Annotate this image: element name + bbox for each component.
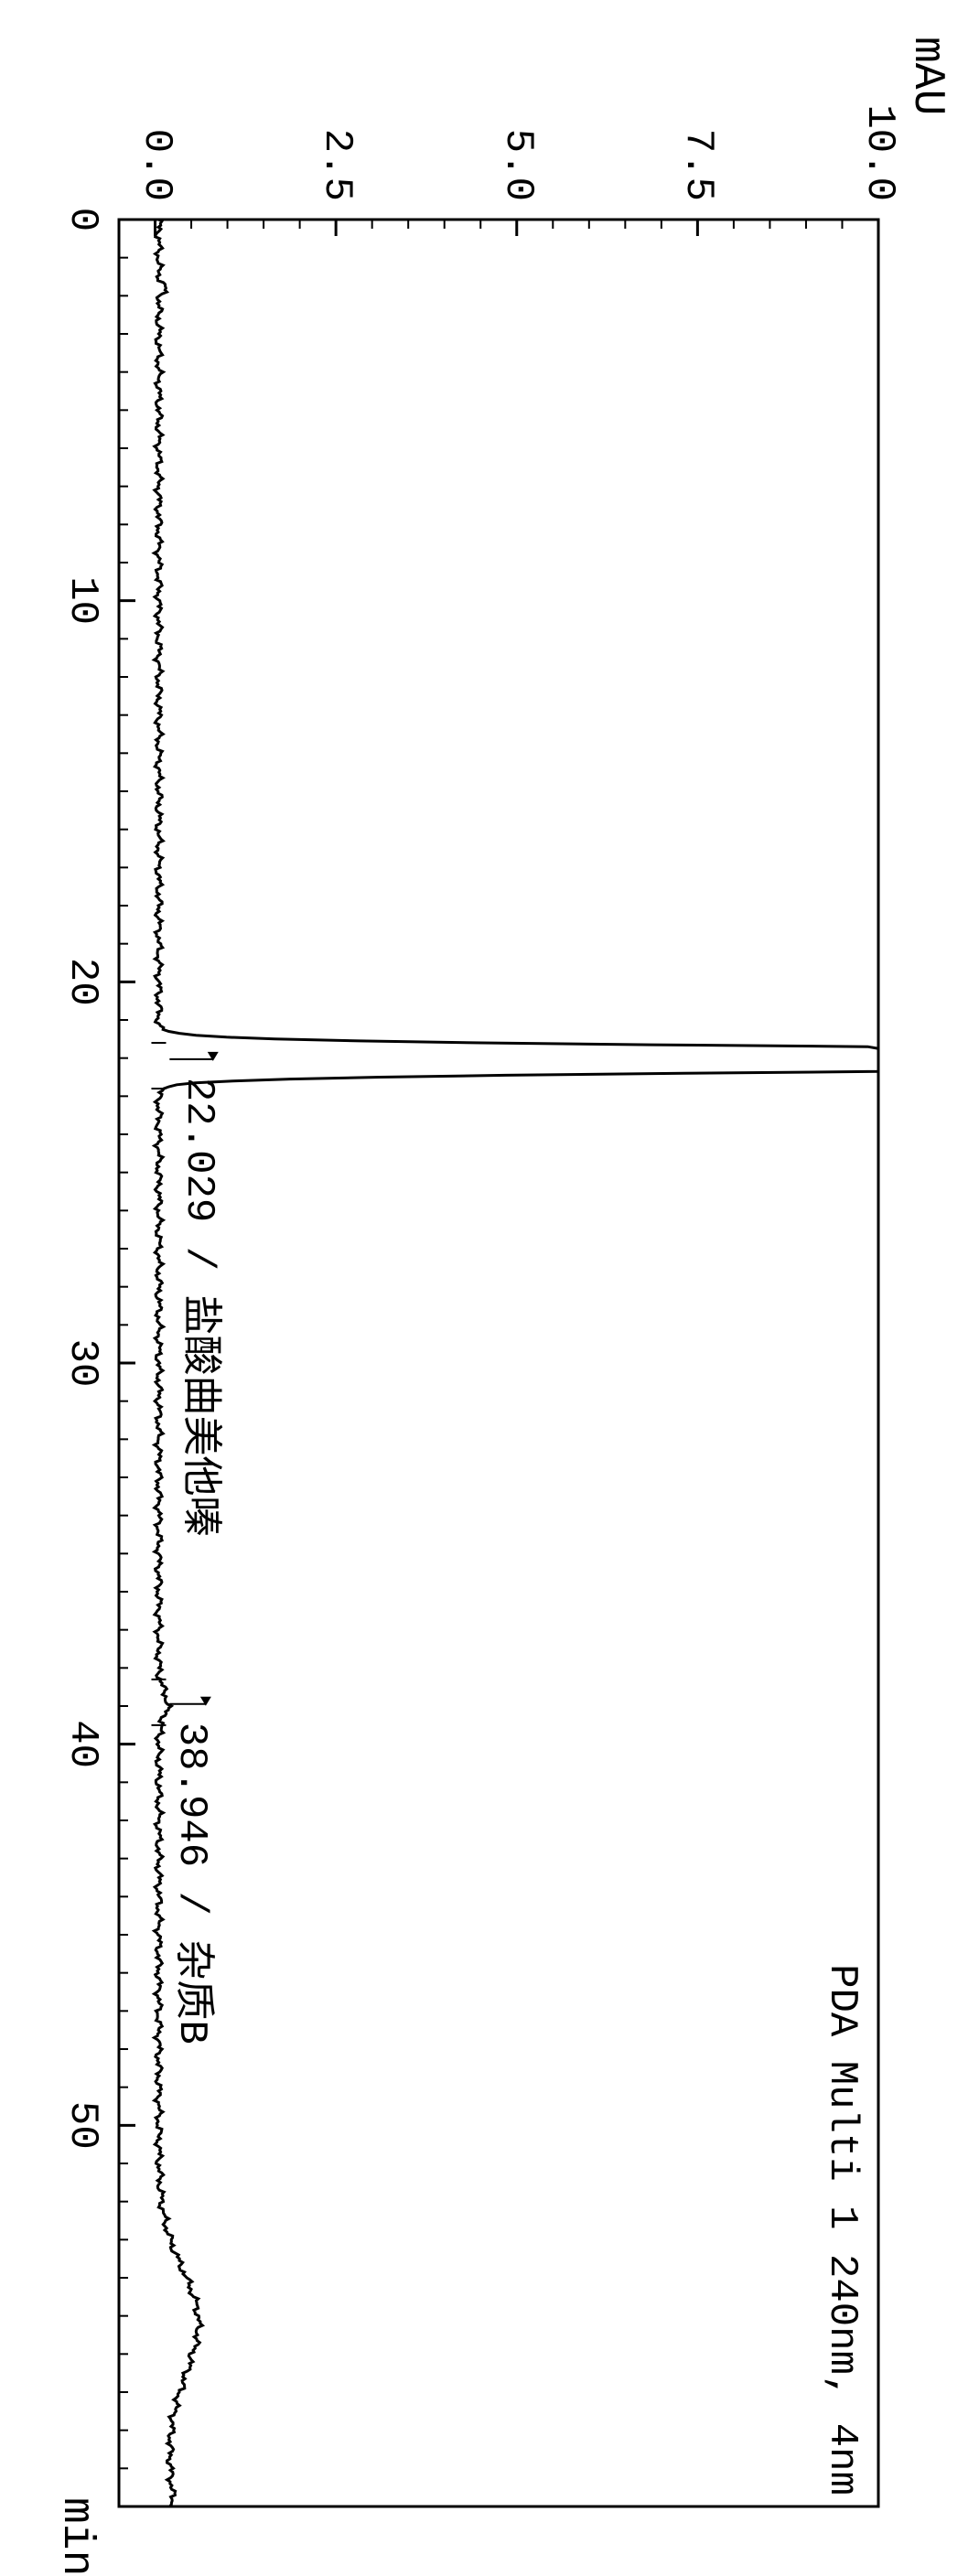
x-tick-label: 10	[59, 564, 105, 638]
x-tick-label: 40	[59, 1708, 105, 1781]
y-tick-label: 0.0	[134, 101, 179, 201]
chromatogram-plot	[0, 0, 979, 2573]
y-tick-label: 10.0	[856, 101, 902, 201]
y-tick-label: 5.0	[495, 101, 541, 201]
chart-container: mAU min PDA Multi 1 240nm, 4nm 0.02.55.0…	[0, 0, 979, 2573]
chart-rotated-canvas: mAU min PDA Multi 1 240nm, 4nm 0.02.55.0…	[0, 0, 979, 2573]
x-tick-label: 0	[59, 183, 105, 256]
x-tick-label: 50	[59, 2088, 105, 2162]
y-tick-label: 7.5	[675, 101, 721, 201]
y-tick-label: 2.5	[314, 101, 360, 201]
peak-label: 22.029 / 盐酸曲美他嗪	[176, 1078, 235, 1537]
peak-label: 38.946 / 杂质B	[168, 1723, 228, 2045]
x-tick-label: 20	[59, 945, 105, 1018]
x-tick-label: 30	[59, 1326, 105, 1400]
